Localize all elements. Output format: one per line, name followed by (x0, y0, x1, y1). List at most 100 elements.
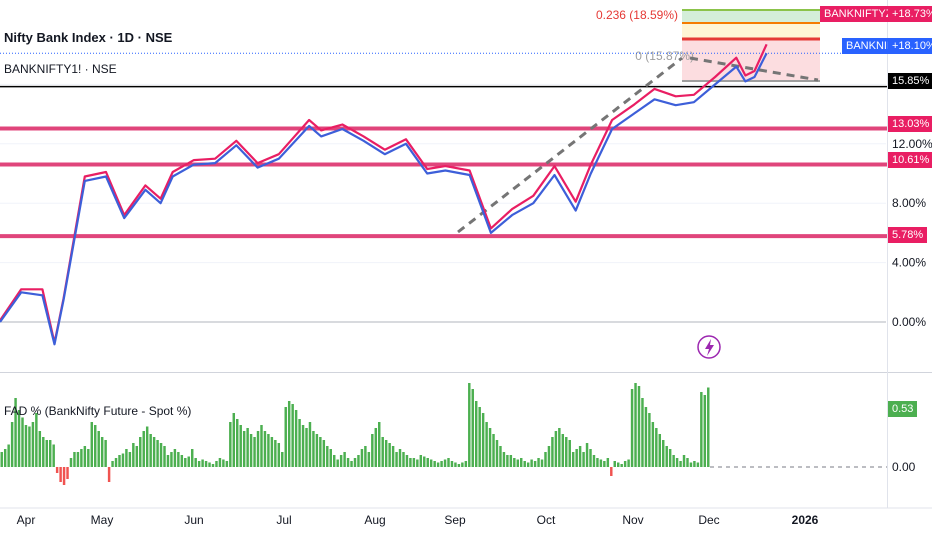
histogram-bar (558, 428, 561, 467)
histogram-bar (194, 458, 197, 467)
histogram-bar (142, 431, 145, 467)
histogram-bar (530, 459, 533, 467)
histogram-bar (336, 459, 339, 467)
histogram-bar (277, 443, 281, 467)
histogram-bar (66, 467, 69, 479)
histogram-bar (312, 431, 315, 467)
histogram-bar (135, 446, 139, 467)
histogram-bar (42, 437, 45, 467)
histogram-bar (111, 461, 114, 467)
indicator-zero-label: 0.00 (892, 460, 916, 474)
histogram-bar (353, 458, 357, 467)
histogram-bar (443, 459, 447, 467)
histogram-bar (613, 461, 616, 467)
histogram-bar (703, 395, 707, 467)
fib-retracement[interactable]: 0.236 (18.59%) 0 (15.87%) (596, 8, 820, 82)
fib-label-0: 0 (15.87%) (635, 49, 694, 63)
histogram-bar (263, 431, 267, 467)
histogram-bar (537, 458, 540, 467)
price-series (0, 43, 768, 346)
histogram-bar (630, 389, 634, 467)
histogram-bar (52, 444, 55, 467)
histogram-bar (436, 462, 440, 467)
series-line-BANKNIFTYZ2025[interactable] (0, 43, 768, 344)
histogram-bar (371, 434, 374, 467)
histogram-bar (603, 461, 606, 467)
histogram-bar (90, 422, 94, 467)
histogram-bar (478, 407, 481, 467)
histogram-bar (187, 456, 190, 467)
histogram-bar (177, 452, 180, 467)
histogram-bar (551, 437, 554, 467)
histogram-bar (190, 449, 194, 467)
histogram-bar (343, 452, 346, 467)
indicator-title[interactable]: FAD % (BankNifty Future - Spot %) (4, 404, 192, 418)
chart-title[interactable]: Nifty Bank Index · 1D · NSE (4, 30, 173, 45)
histogram-bar (440, 461, 443, 467)
histogram-bar (634, 383, 637, 467)
histogram-bar (474, 401, 478, 467)
histogram-bar (83, 446, 87, 467)
histogram-bar (644, 407, 648, 467)
histogram-bar (31, 422, 35, 467)
histogram-bar (707, 387, 710, 467)
tag-current-level: 15.85% (888, 73, 932, 89)
grid (0, 83, 886, 323)
histogram-bar (246, 428, 249, 467)
histogram-bar (637, 386, 641, 467)
lightning-icon[interactable] (697, 335, 721, 359)
histogram-bar (94, 425, 97, 467)
histogram-bar (281, 452, 284, 467)
histogram-bar (45, 440, 48, 467)
histogram-bar (367, 452, 371, 467)
histogram-bar (682, 455, 686, 467)
histogram-bar (662, 440, 665, 467)
histogram-bar (540, 459, 544, 467)
tag-level-10: 10.61% (888, 152, 932, 168)
histogram-bar (100, 437, 104, 467)
histogram-bar (357, 455, 360, 467)
histogram-bar (274, 440, 277, 467)
histogram-bar (132, 443, 135, 467)
histogram-bar (547, 446, 551, 467)
histogram-bar (520, 458, 523, 467)
histogram-bar (242, 431, 246, 467)
tag-level-5: 5.78% (888, 227, 928, 243)
histogram-bar (565, 437, 568, 467)
histogram-bar (523, 461, 526, 467)
histogram-bar (239, 425, 242, 467)
histogram-bar (315, 434, 319, 467)
histogram-bar (180, 455, 184, 467)
compare-symbol-label[interactable]: BANKNIFTY1! · NSE (4, 62, 117, 76)
histogram-bar (326, 446, 329, 467)
histogram-bar (0, 452, 3, 467)
trend-lines[interactable] (457, 56, 819, 234)
histogram-bar (184, 458, 187, 467)
series-line-BANKNIFTY[interactable] (0, 52, 768, 346)
histogram-bar (201, 459, 204, 467)
histogram-bar (450, 461, 454, 467)
histogram-bar (270, 437, 274, 467)
price-axis: 0.00% 4.00% 8.00% 12.00% 0.00 (887, 0, 932, 508)
histogram-bar (38, 431, 42, 467)
histogram-bar (73, 452, 76, 467)
fib-label-236: 0.236 (18.59%) (596, 8, 678, 22)
histogram-bar (388, 443, 391, 467)
histogram-bar (173, 449, 177, 467)
tag-level-13: 13.03% (888, 116, 932, 132)
histogram-bar (222, 459, 225, 467)
histogram-bar (485, 422, 488, 467)
histogram-bar (260, 425, 263, 467)
histogram-bar (350, 461, 353, 467)
price-axis-label: 4.00% (892, 256, 926, 270)
horizontal-levels[interactable] (0, 52, 888, 239)
histogram-bar (118, 455, 121, 467)
histogram-bar (610, 467, 613, 476)
histogram-bar (301, 425, 305, 467)
fib-band-green (682, 10, 820, 23)
histogram-bar (249, 434, 253, 467)
histogram-bar (24, 425, 28, 467)
histogram-bar (655, 428, 658, 467)
histogram-bar (405, 455, 409, 467)
